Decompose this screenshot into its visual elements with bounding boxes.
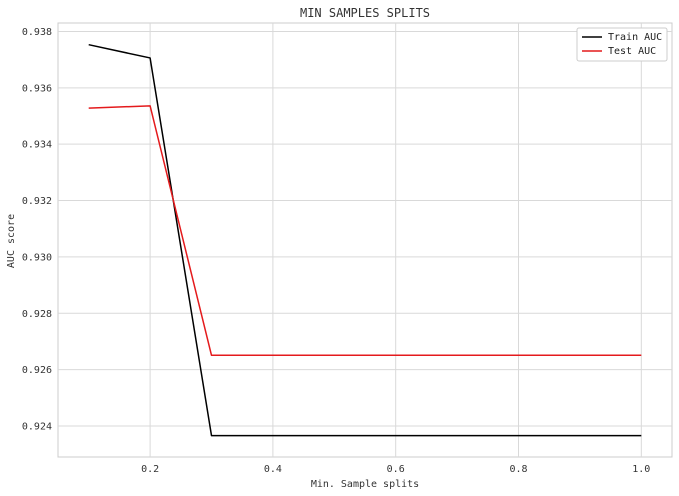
x-tick-label: 1.0	[632, 464, 650, 475]
series-line-test-auc	[88, 105, 642, 357]
y-tick-label: 0.924	[22, 422, 52, 433]
series-layer	[88, 43, 642, 437]
y-tick-label: 0.932	[22, 196, 52, 207]
x-tick-label: 0.6	[387, 464, 405, 475]
x-tick-labels: 0.2 0.4 0.6 0.8 1.0	[141, 464, 650, 475]
x-axis-label: Min. Sample splits	[311, 479, 419, 490]
y-tick-label: 0.926	[22, 365, 52, 376]
legend-label-test: Test AUC	[608, 46, 656, 57]
legend-label-train: Train AUC	[608, 32, 662, 43]
x-tick-label: 0.8	[509, 464, 527, 475]
y-tick-label: 0.936	[22, 83, 52, 94]
chart-title: MIN SAMPLES SPLITS	[300, 6, 430, 20]
x-tick-label: 0.2	[141, 464, 159, 475]
y-tick-label: 0.938	[22, 27, 52, 38]
grid-lines	[58, 23, 672, 457]
plot-area	[57, 22, 673, 458]
y-axis-label: AUC score	[6, 214, 17, 268]
series-line-train-auc	[88, 43, 642, 437]
y-tick-label: 0.928	[22, 309, 52, 320]
y-tick-label: 0.930	[22, 252, 52, 263]
y-tick-label: 0.934	[22, 140, 52, 151]
y-tick-labels: 0.924 0.926 0.928 0.930 0.932 0.934 0.936 0.938	[22, 27, 52, 433]
legend: Train AUC Test AUC	[576, 27, 668, 62]
x-tick-label: 0.4	[264, 464, 282, 475]
